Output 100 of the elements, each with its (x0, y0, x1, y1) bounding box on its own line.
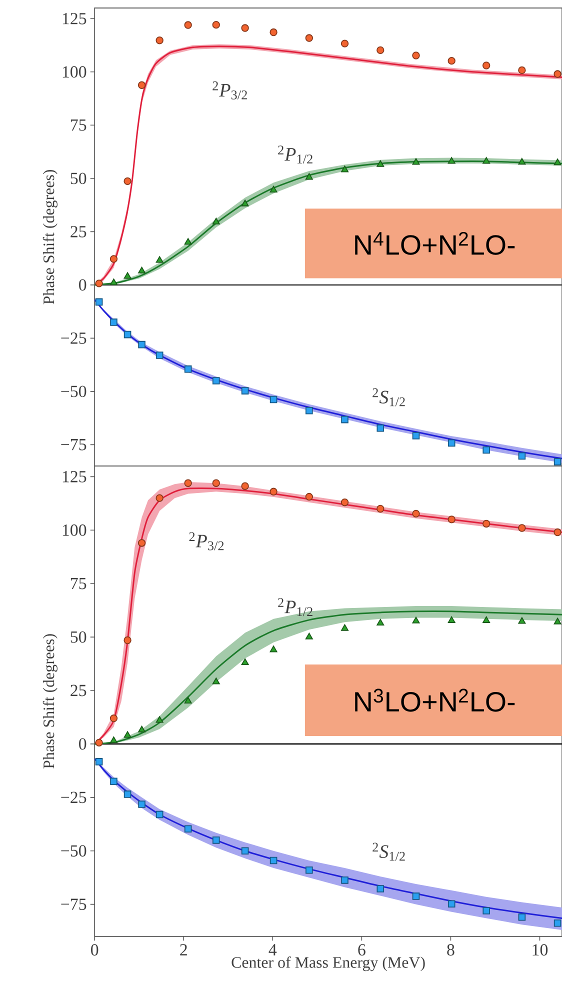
point (156, 810, 164, 818)
point (241, 200, 249, 206)
point (212, 218, 220, 224)
point (518, 524, 526, 532)
x-tick-label: 2 (180, 944, 187, 956)
point (124, 177, 132, 186)
point (270, 186, 278, 192)
point (212, 836, 220, 844)
point (270, 488, 278, 496)
point (110, 736, 118, 744)
point (518, 158, 526, 165)
point (448, 516, 456, 524)
point (482, 157, 490, 164)
point (554, 70, 562, 78)
point (340, 40, 349, 48)
x-axis-title: Center of Mass Energy (MeV) (232, 956, 425, 972)
x-tick-label: 10 (532, 944, 548, 956)
point (124, 272, 132, 279)
y-tick-label: 100 (62, 66, 86, 78)
point (482, 616, 490, 623)
x-tick-label: 8 (447, 944, 454, 956)
point (110, 278, 118, 286)
point (341, 624, 349, 631)
point (305, 34, 314, 42)
point (341, 416, 348, 424)
point (110, 318, 118, 326)
x-tick-label: 6 (358, 944, 366, 956)
point (376, 885, 384, 892)
y-tick-label: −50 (61, 845, 86, 857)
point (341, 876, 348, 884)
point (270, 646, 278, 652)
point (95, 298, 103, 306)
point (270, 28, 278, 36)
y-tick-label: 100 (62, 524, 86, 536)
point (448, 157, 456, 164)
annotation: $^{2}$P$_{3/2}$ (212, 81, 247, 100)
point (306, 866, 313, 874)
x-tick-label: 0 (91, 944, 98, 956)
y-tick-label: 75 (71, 578, 86, 590)
point (412, 52, 420, 60)
point (124, 330, 132, 338)
y-tick-label: 0 (79, 738, 86, 750)
point (448, 439, 456, 447)
point (156, 36, 164, 44)
point (448, 56, 456, 65)
annotation: $^{2}$P$_{1/2}$ (278, 598, 312, 616)
point (554, 919, 562, 927)
point (156, 256, 164, 263)
point (554, 458, 562, 466)
y-tick-label: −25 (61, 792, 86, 804)
point (138, 726, 146, 732)
point (156, 716, 164, 723)
y-tick-label: 25 (70, 684, 86, 696)
point (376, 160, 384, 167)
y-tick-label: 50 (70, 172, 86, 184)
point (95, 280, 103, 288)
point (241, 387, 249, 394)
point (156, 352, 164, 359)
y-tick-label: 0 (79, 279, 86, 291)
point (184, 238, 192, 245)
y-tick-label: 25 (70, 226, 86, 238)
point (482, 62, 490, 70)
point (95, 738, 103, 747)
point (184, 365, 192, 373)
point (554, 528, 562, 536)
point (138, 800, 146, 808)
point (138, 340, 146, 348)
y-tick-label: 125 (62, 470, 86, 482)
y-tick-label: 75 (71, 120, 86, 131)
point (376, 504, 384, 513)
point (412, 616, 420, 624)
annotation: N$^{4}$LO+N$^{2}$LO- (355, 232, 515, 255)
point (306, 406, 313, 414)
point (305, 492, 314, 501)
point (376, 618, 384, 626)
y-tick-label: 125 (62, 12, 86, 24)
y-tick-label: −75 (61, 898, 86, 910)
point (412, 510, 420, 518)
point (138, 539, 146, 547)
point (518, 914, 526, 921)
point (376, 46, 384, 54)
y-tick-label: 50 (70, 631, 86, 643)
point (340, 498, 349, 506)
point (341, 166, 349, 172)
point (518, 452, 526, 460)
point (270, 856, 278, 864)
point (212, 479, 220, 487)
point (95, 758, 103, 766)
point (412, 432, 420, 440)
point (518, 66, 526, 74)
point (241, 847, 249, 855)
point (124, 636, 132, 644)
point (554, 618, 562, 624)
point (554, 158, 562, 166)
point (241, 24, 249, 32)
point (376, 424, 384, 432)
point (110, 714, 118, 722)
point (305, 632, 313, 640)
point (241, 658, 249, 666)
x-tick-label: 4 (268, 944, 277, 956)
